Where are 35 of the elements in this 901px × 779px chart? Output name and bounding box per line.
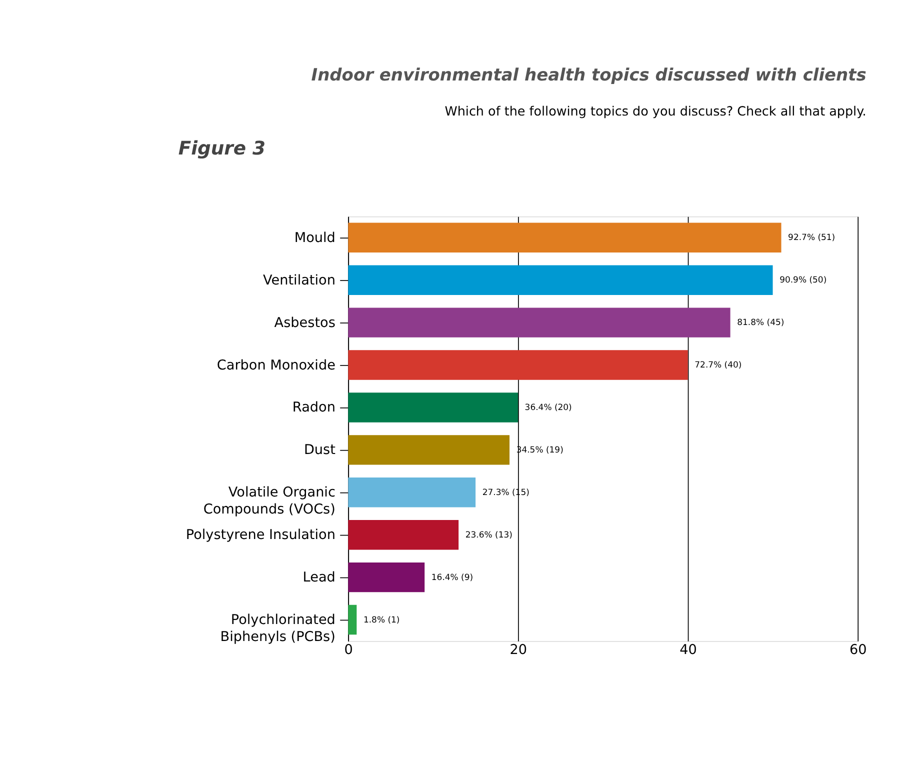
y-tick-label: Polystyrene Insulation bbox=[186, 527, 336, 544]
data-label: 72.7% (40) bbox=[694, 360, 742, 371]
chart-subtitle: Which of the following topics do you discuss? Check all that apply. bbox=[444, 104, 866, 120]
bar bbox=[348, 562, 425, 592]
x-tick-label: 60 bbox=[849, 642, 867, 658]
data-label: 81.8% (45) bbox=[737, 318, 784, 328]
y-tick-label: Ventilation bbox=[263, 272, 336, 288]
bar bbox=[348, 265, 773, 295]
x-tick-label: 40 bbox=[680, 642, 697, 658]
caption: Figure 3 bbox=[178, 138, 266, 160]
y-tick-label: Volatile Organic Compounds (VOCs) bbox=[203, 484, 336, 518]
bar bbox=[348, 604, 357, 635]
x-tick-label: 0 bbox=[344, 642, 353, 658]
x-tick-label: 20 bbox=[510, 642, 528, 658]
chart-title: Indoor environmental health topics discussed with clients bbox=[311, 66, 866, 86]
y-tick-label: Lead bbox=[302, 570, 336, 586]
bar bbox=[348, 478, 476, 508]
data-label: 16.4% (9) bbox=[431, 572, 474, 583]
bar bbox=[348, 308, 730, 338]
y-tick-label: Mould bbox=[294, 230, 336, 246]
data-label: 92.7% (51) bbox=[788, 233, 836, 244]
y-tick-label: Dust bbox=[304, 442, 336, 458]
bar bbox=[348, 392, 518, 422]
y-tick-label: Polychlorinated Biphenyls (PCBs) bbox=[220, 612, 336, 646]
bar bbox=[348, 350, 688, 380]
y-tick-label: Carbon Monoxide bbox=[216, 357, 336, 374]
bar bbox=[348, 222, 782, 252]
data-label: 23.6% (13) bbox=[465, 530, 512, 540]
bar bbox=[348, 435, 510, 465]
bar bbox=[348, 520, 459, 550]
data-label: 1.8% (1) bbox=[363, 615, 400, 626]
y-tick-label: Radon bbox=[292, 400, 336, 416]
y-tick-label: Asbestos bbox=[274, 314, 336, 331]
data-label: 90.9% (50) bbox=[780, 276, 827, 286]
data-label: 36.4% (20) bbox=[524, 403, 572, 414]
